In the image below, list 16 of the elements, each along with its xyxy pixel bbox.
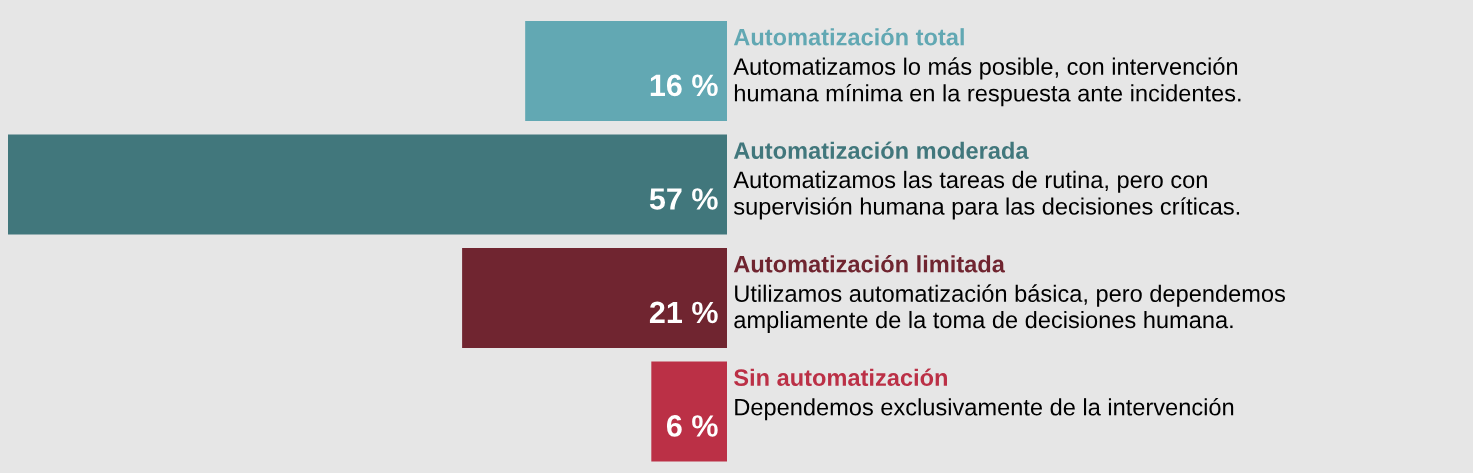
y-tick-label: Automatización total [733, 27, 964, 46]
bar [462, 248, 727, 348]
data-label: 6 % [666, 415, 718, 437]
data-label: 21 % [649, 301, 718, 324]
data-label: 57 % [649, 188, 718, 210]
bar [651, 361, 727, 462]
text: Utilizamos automatización básica, pero dependemos ampliamente de la toma de decisiones humana. [734, 284, 1285, 333]
bar [8, 134, 727, 235]
text: Automatizamos las tareas de rutina, pero con supervisión humana para las decisiones críticas. [733, 170, 1240, 220]
y-tick-label: Sin automatización [733, 368, 947, 387]
text: Automatizamos lo más posible, con intervención humana mínima en la respuesta ante incidentes. [733, 57, 1241, 107]
text: Dependemos exclusivamente de la intervención [735, 397, 1234, 421]
data-label: 16 % [650, 74, 718, 97]
y-tick-label: Automatización limitada [733, 254, 1006, 273]
y-tick-label: Automatización moderada [733, 141, 1029, 160]
bar [525, 21, 727, 121]
